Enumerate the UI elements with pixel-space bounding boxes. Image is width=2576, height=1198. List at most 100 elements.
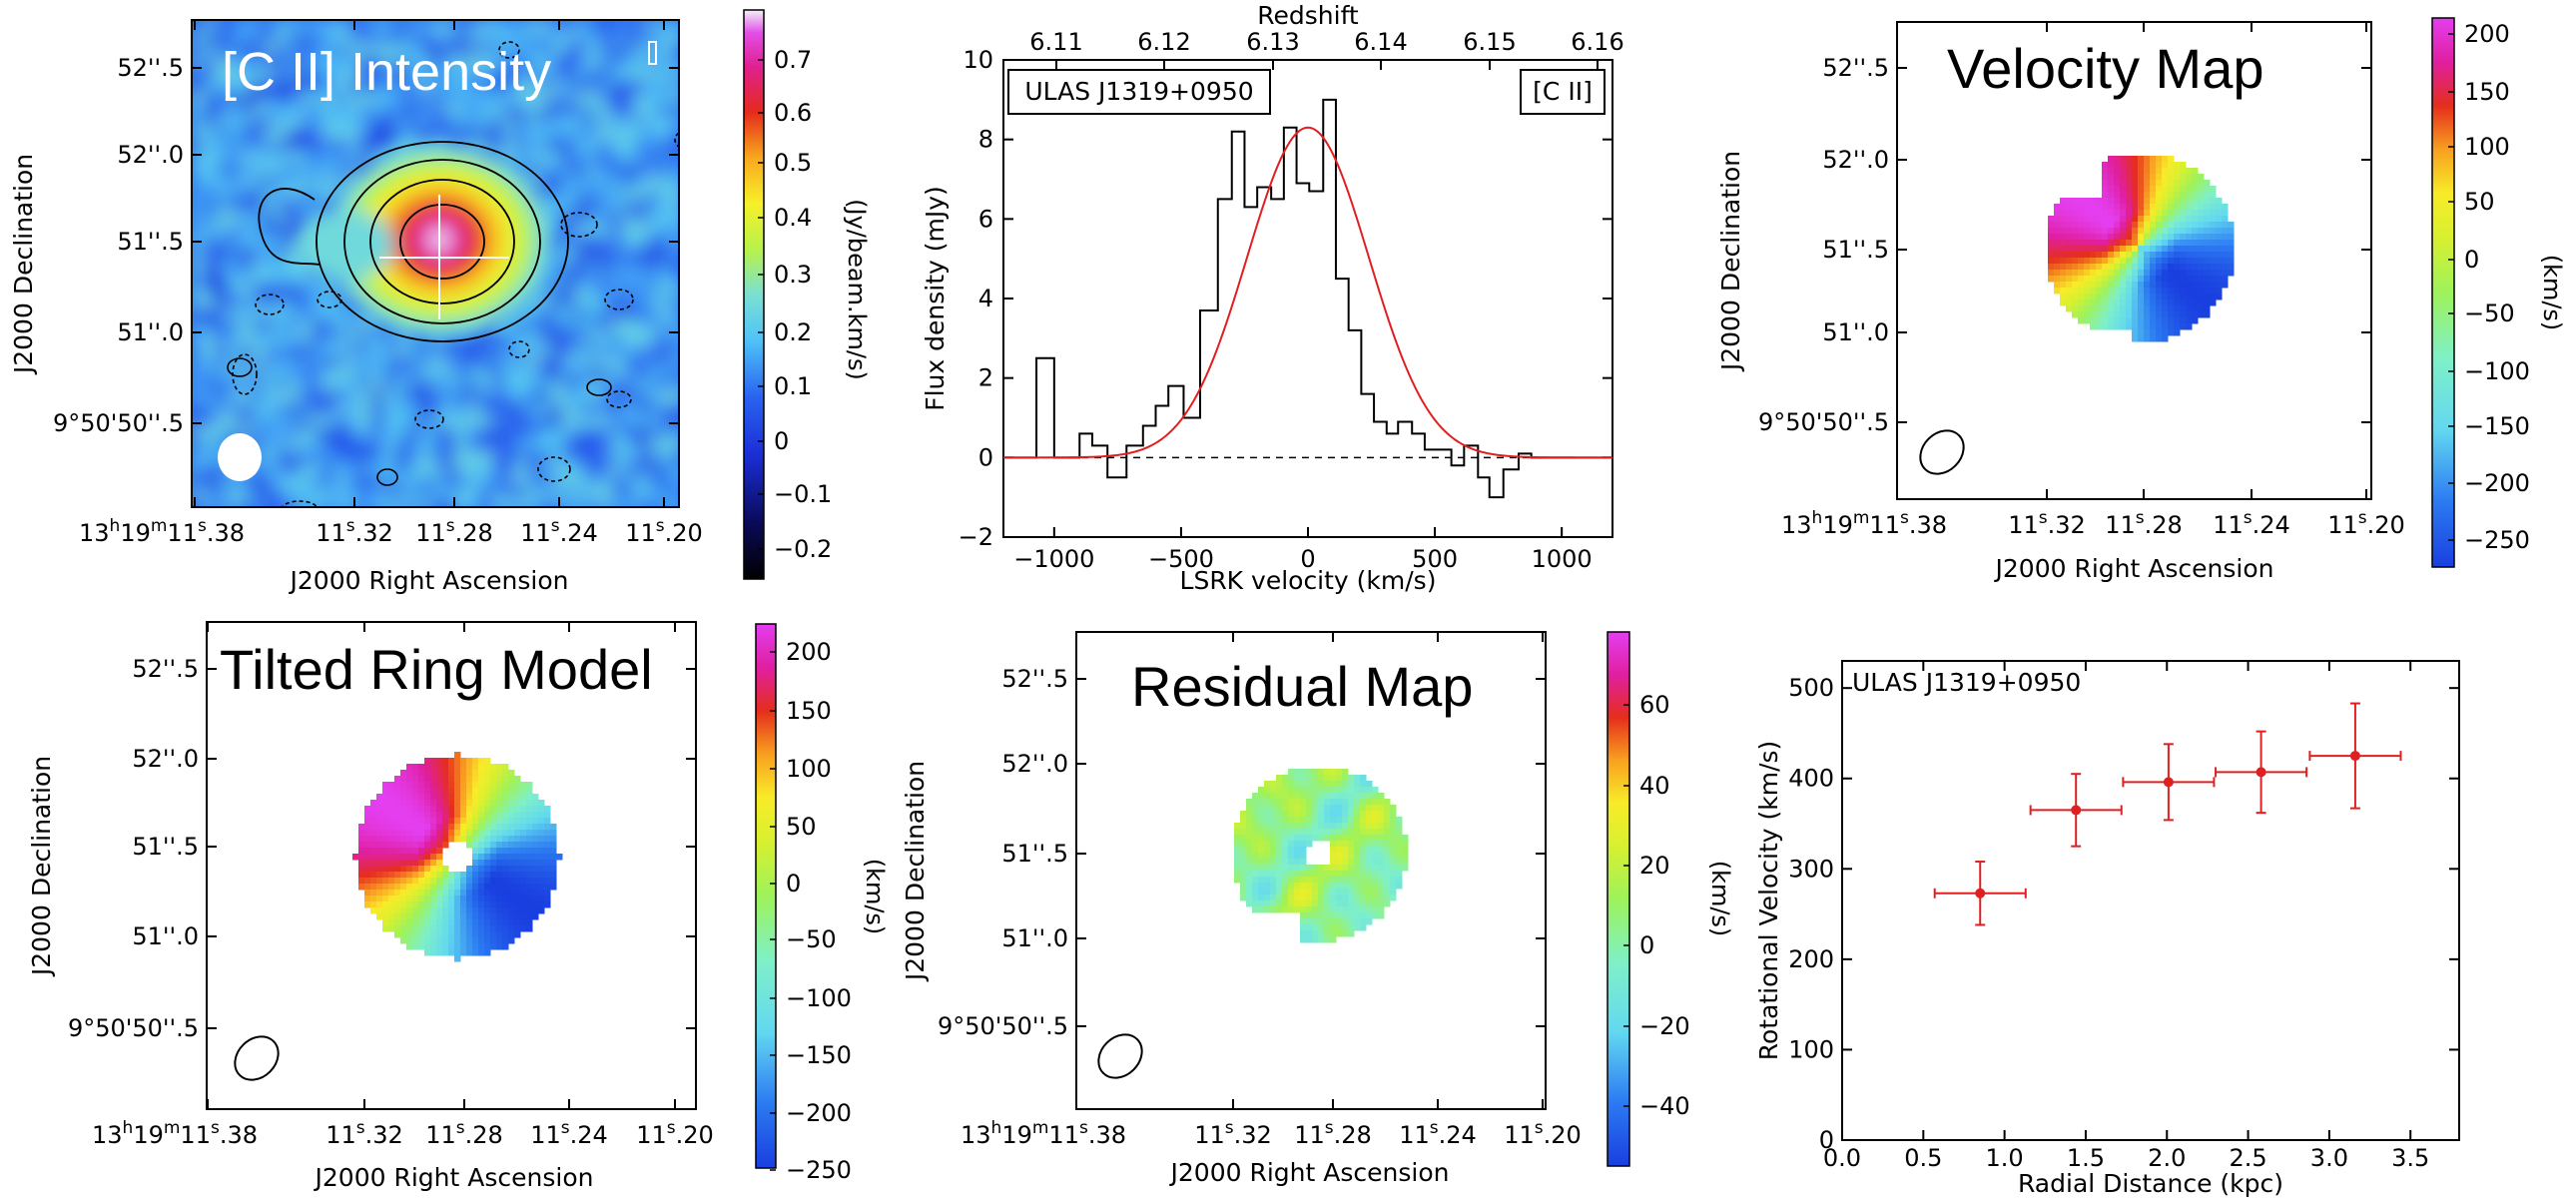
noise-cell xyxy=(467,343,480,356)
map-pixel xyxy=(478,848,485,855)
noise-cell xyxy=(551,367,564,380)
noise-cell xyxy=(479,391,492,404)
noise-cell xyxy=(599,248,612,261)
map-pixel xyxy=(1270,811,1277,818)
map-pixel xyxy=(2138,222,2145,229)
noise-cell xyxy=(503,20,516,33)
dec-tick-label: 52''.0 xyxy=(132,745,199,773)
map-pixel xyxy=(442,764,449,771)
map-pixel xyxy=(2156,198,2163,205)
noise-cell xyxy=(407,463,420,476)
noise-cell xyxy=(276,499,289,507)
noise-cell xyxy=(264,68,277,81)
noise-cell xyxy=(204,176,217,189)
map-pixel xyxy=(2084,270,2091,277)
map-pixel xyxy=(1360,895,1367,901)
map-pixel xyxy=(2054,240,2061,247)
noise-cell xyxy=(455,68,468,81)
noise-cell xyxy=(264,236,277,249)
noise-cell xyxy=(192,176,205,189)
map-pixel xyxy=(2138,305,2145,312)
map-pixel xyxy=(2198,300,2205,306)
noise-cell xyxy=(323,343,336,356)
noise-cell xyxy=(611,475,624,488)
map-pixel xyxy=(2132,276,2139,283)
map-pixel xyxy=(418,800,425,807)
map-pixel xyxy=(2102,234,2109,241)
model-title: Tilted Ring Model xyxy=(220,638,653,701)
map-pixel xyxy=(1240,877,1247,884)
map-pixel xyxy=(1360,775,1367,782)
map-pixel xyxy=(1360,829,1367,836)
map-pixel xyxy=(2150,210,2157,217)
map-pixel xyxy=(478,949,485,956)
noise-cell xyxy=(659,379,672,392)
map-pixel xyxy=(2168,317,2175,324)
map-pixel xyxy=(1294,811,1301,818)
noise-cell xyxy=(455,439,468,452)
map-pixel xyxy=(2102,317,2109,324)
map-pixel xyxy=(526,919,533,926)
map-pixel xyxy=(436,764,443,771)
map-pixel xyxy=(436,878,443,885)
noise-cell xyxy=(300,116,313,129)
map-pixel xyxy=(514,818,521,825)
map-pixel xyxy=(424,818,431,825)
map-pixel xyxy=(436,788,443,795)
map-pixel xyxy=(2162,174,2169,181)
map-pixel xyxy=(2126,180,2133,187)
noise-cell xyxy=(623,20,636,33)
noise-cell xyxy=(647,463,660,476)
map-pixel xyxy=(2210,210,2217,217)
map-pixel xyxy=(2222,204,2229,211)
map-pixel xyxy=(2102,246,2109,253)
map-pixel xyxy=(424,794,431,801)
map-pixel xyxy=(2174,329,2181,336)
map-pixel xyxy=(1252,853,1259,860)
map-pixel xyxy=(2168,288,2175,295)
map-pixel xyxy=(490,830,497,837)
map-pixel xyxy=(520,872,527,879)
map-pixel xyxy=(2186,252,2193,259)
map-pixel xyxy=(2120,174,2127,181)
map-pixel xyxy=(502,937,509,944)
map-pixel xyxy=(1246,877,1253,884)
noise-cell xyxy=(587,284,600,297)
map-pixel xyxy=(448,764,455,771)
map-pixel xyxy=(2126,270,2133,277)
map-pixel xyxy=(508,830,515,837)
map-pixel xyxy=(2096,317,2103,324)
map-pixel xyxy=(1294,829,1301,836)
map-pixel xyxy=(478,866,485,873)
top-tick-label: 6.16 xyxy=(1571,28,1623,56)
map-pixel xyxy=(1384,847,1391,854)
map-pixel xyxy=(412,776,419,783)
noise-cell xyxy=(599,236,612,249)
map-pixel xyxy=(400,937,407,944)
noise-cell xyxy=(479,379,492,392)
noise-cell xyxy=(204,140,217,153)
map-pixel xyxy=(358,866,365,873)
noise-cell xyxy=(635,487,648,500)
map-pixel xyxy=(1264,835,1271,842)
map-pixel xyxy=(1360,835,1367,842)
noise-cell xyxy=(228,319,241,332)
map-pixel xyxy=(544,884,551,891)
noise-cell xyxy=(312,104,324,117)
map-pixel xyxy=(478,890,485,897)
noise-cell xyxy=(335,355,348,368)
map-pixel xyxy=(2138,156,2145,163)
map-pixel xyxy=(1264,793,1271,800)
noise-cell xyxy=(240,32,253,45)
map-pixel xyxy=(376,836,383,843)
map-pixel xyxy=(448,800,455,807)
noise-cell xyxy=(635,379,648,392)
noise-cell xyxy=(659,32,672,45)
map-pixel xyxy=(1342,787,1349,794)
map-pixel xyxy=(502,848,509,855)
noise-cell xyxy=(300,200,313,213)
map-pixel xyxy=(2162,252,2169,259)
noise-cell xyxy=(611,284,624,297)
map-pixel xyxy=(1402,859,1409,866)
ra-tick-label: 11s.32 xyxy=(325,1118,403,1149)
